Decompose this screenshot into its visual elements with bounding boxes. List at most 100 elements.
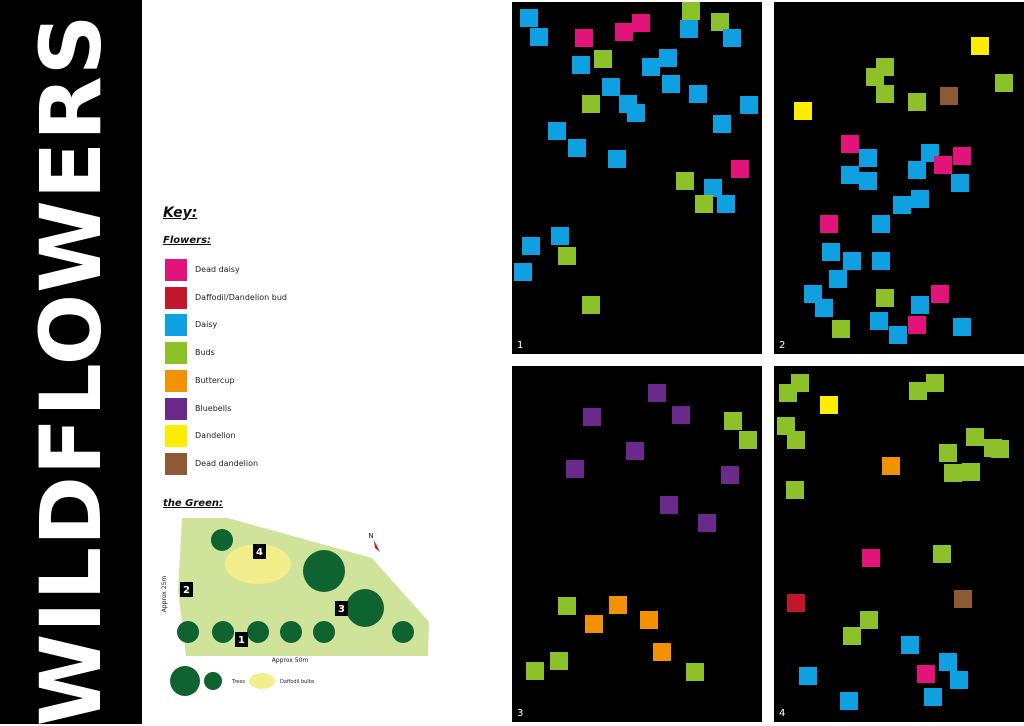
flower-mark-buds bbox=[995, 74, 1013, 92]
legend-item-daffodil-bud: Daffodil/Dandelion bud bbox=[165, 286, 365, 309]
legend-swatch-daisy bbox=[165, 314, 187, 337]
flower-mark-daisy bbox=[627, 104, 645, 122]
flower-mark-daisy bbox=[893, 196, 911, 214]
flower-mark-daisy bbox=[514, 263, 532, 281]
flower-mark-dead-daisy bbox=[931, 285, 949, 303]
flower-mark-bluebells bbox=[672, 406, 690, 424]
legend-swatch-daffodil-bud bbox=[165, 286, 187, 309]
flower-mark-dandelion bbox=[794, 102, 812, 120]
tree-icon bbox=[280, 621, 302, 643]
flower-mark-dead-daisy bbox=[632, 14, 650, 32]
flower-mark-buds bbox=[832, 320, 850, 338]
flower-mark-bluebells bbox=[583, 408, 601, 426]
area-marker-2: 2 bbox=[183, 585, 190, 596]
flower-mark-buds bbox=[909, 382, 927, 400]
area-marker-1: 1 bbox=[238, 635, 245, 646]
tree-icon bbox=[247, 621, 269, 643]
flower-mark-daisy bbox=[551, 227, 569, 245]
flower-mark-daisy bbox=[872, 252, 890, 270]
north-arrow-icon: N bbox=[368, 532, 380, 552]
flower-mark-daisy bbox=[859, 172, 877, 190]
tree-icon bbox=[303, 550, 345, 592]
survey-plot-1: 1 bbox=[512, 2, 762, 354]
green-map: 1 2 3 4 Approx 50m Approx 25m N Trees Da… bbox=[161, 518, 429, 696]
legend-label-dead-dandelion: Dead dandelion bbox=[195, 458, 259, 468]
legend-label-bluebells: Bluebells bbox=[195, 403, 232, 413]
flower-mark-buttercup bbox=[585, 615, 603, 633]
flower-mark-buds bbox=[939, 444, 957, 462]
daffodil-bulbs-area bbox=[225, 544, 291, 584]
legend-label-daisy: Daisy bbox=[195, 320, 218, 330]
legend-swatch-buds bbox=[165, 342, 187, 365]
flower-mark-daisy bbox=[840, 692, 858, 710]
plot-number: 2 bbox=[779, 340, 786, 351]
flower-mark-buds bbox=[860, 611, 878, 629]
flower-mark-daisy bbox=[689, 85, 707, 103]
flower-mark-buds bbox=[526, 662, 544, 680]
flower-mark-buds bbox=[682, 2, 700, 20]
poster-title: WILDFLOWERS bbox=[22, 13, 120, 726]
tree-icon bbox=[177, 621, 199, 643]
flower-mark-daisy bbox=[951, 174, 969, 192]
flower-mark-daisy bbox=[841, 166, 859, 184]
legend-item-buds: Buds bbox=[165, 342, 365, 365]
flower-mark-dead-daisy bbox=[908, 316, 926, 334]
flower-mark-daisy bbox=[548, 122, 566, 140]
flower-mark-daisy bbox=[872, 215, 890, 233]
flower-mark-buds bbox=[711, 13, 729, 31]
flower-mark-dead-daisy bbox=[934, 156, 952, 174]
flower-mark-buds bbox=[876, 289, 894, 307]
flower-mark-buds bbox=[779, 384, 797, 402]
flower-mark-buds bbox=[991, 440, 1009, 458]
flower-mark-daisy bbox=[911, 190, 929, 208]
legend-label-buttercup: Buttercup bbox=[195, 375, 235, 385]
plot-number: 4 bbox=[779, 708, 786, 719]
flower-mark-daisy bbox=[659, 49, 677, 67]
flower-mark-buds bbox=[695, 195, 713, 213]
flower-mark-buds bbox=[558, 597, 576, 615]
flower-mark-daisy bbox=[911, 296, 929, 314]
flower-mark-buds bbox=[962, 463, 980, 481]
trees bbox=[177, 529, 414, 643]
green-heading: the Green: bbox=[163, 498, 223, 509]
map-legend-bulbs-label: Daffodil bulbs bbox=[280, 679, 315, 685]
flower-mark-dead-daisy bbox=[841, 135, 859, 153]
flower-mark-dead-daisy bbox=[575, 29, 593, 47]
flower-mark-daisy bbox=[642, 58, 660, 76]
flower-mark-daisy bbox=[924, 688, 942, 706]
flower-mark-buds bbox=[786, 481, 804, 499]
area-marker-3: 3 bbox=[338, 604, 345, 615]
flower-mark-daisy bbox=[717, 195, 735, 213]
flower-mark-daisy bbox=[815, 299, 833, 317]
flower-mark-buds bbox=[777, 417, 795, 435]
survey-plot-2: 2 bbox=[774, 2, 1024, 354]
legend-swatch-buttercup bbox=[165, 369, 187, 392]
legend-swatch-dandelion bbox=[165, 425, 187, 448]
flower-mark-dandelion bbox=[820, 396, 838, 414]
flowers-heading: Flowers: bbox=[163, 235, 212, 246]
flower-mark-buds bbox=[787, 431, 805, 449]
flower-mark-dead-dandelion bbox=[940, 87, 958, 105]
flower-mark-dead-daisy bbox=[820, 215, 838, 233]
flower-mark-buttercup bbox=[882, 457, 900, 475]
flower-mark-daisy bbox=[953, 318, 971, 336]
flower-mark-daisy bbox=[568, 139, 586, 157]
flower-mark-daisy bbox=[662, 75, 680, 93]
flower-mark-daisy bbox=[608, 150, 626, 168]
plot-number: 3 bbox=[517, 708, 524, 719]
flower-mark-daisy bbox=[680, 20, 698, 38]
flower-mark-daisy bbox=[602, 78, 620, 96]
flower-mark-dead-daisy bbox=[953, 147, 971, 165]
flower-mark-daisy bbox=[822, 243, 840, 261]
flower-mark-buds bbox=[724, 412, 742, 430]
flower-mark-buds bbox=[582, 95, 600, 113]
flower-mark-bluebells bbox=[721, 466, 739, 484]
plot-number: 1 bbox=[517, 340, 524, 351]
tree-icon bbox=[346, 589, 384, 627]
flower-mark-dead-daisy bbox=[615, 23, 633, 41]
legend-item-bluebells: Bluebells bbox=[165, 397, 365, 420]
survey-plot-3: 3 bbox=[512, 366, 762, 722]
height-label: Approx 25m bbox=[161, 576, 168, 613]
width-label: Approx 50m bbox=[272, 657, 309, 664]
legend-swatch-dead-dandelion bbox=[165, 452, 187, 475]
